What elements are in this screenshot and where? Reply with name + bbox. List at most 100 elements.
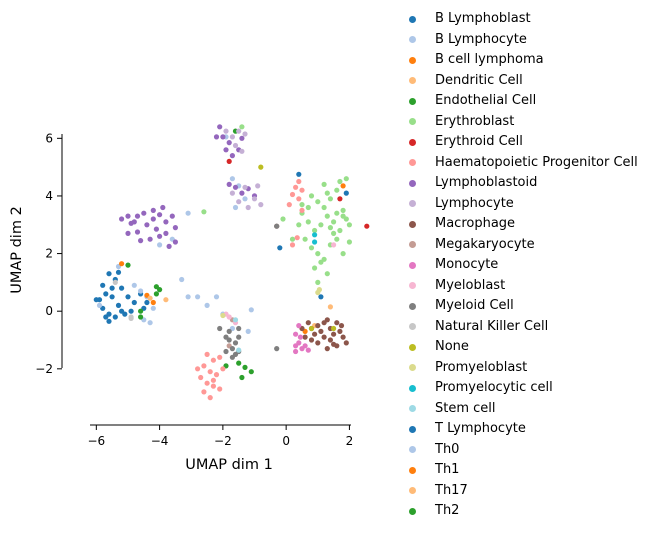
- legend-label: Natural Killer Cell: [435, 318, 549, 334]
- point-series-8-21: [150, 216, 156, 222]
- x-tick-label: 0: [282, 434, 290, 448]
- point-series-1-13: [213, 294, 220, 300]
- point-series-7-17: [293, 184, 299, 190]
- point-series-5-32: [289, 236, 296, 242]
- legend-marker-icon: [409, 179, 416, 187]
- legend-marker-icon: [409, 282, 416, 290]
- point-series-7-8: [201, 389, 207, 395]
- legend-item: Myeloblast: [398, 276, 638, 297]
- point-series-6-0: [364, 223, 370, 229]
- legend-item: Macrophage: [398, 214, 638, 235]
- point-series-5-10: [324, 213, 330, 219]
- point-series-12-0: [296, 323, 302, 329]
- y-axis-label: UMAP dim 2: [9, 206, 25, 294]
- point-series-9-4: [232, 142, 239, 149]
- point-series-12-8: [293, 343, 299, 349]
- legend-label: Erythroblast: [435, 113, 515, 129]
- point-series-10-20: [312, 331, 318, 337]
- legend-label: Promyelocytic cell: [435, 380, 553, 396]
- point-series-5-37: [340, 213, 346, 219]
- point-series-19-0: [232, 317, 239, 323]
- point-series-6-2: [337, 196, 343, 202]
- point-series-5-8: [337, 227, 343, 234]
- point-series-0-20: [128, 308, 134, 314]
- point-series-1-1: [138, 288, 144, 294]
- point-series-21-1: [185, 294, 191, 300]
- point-series-5-22: [340, 251, 346, 257]
- legend-label: B Lymphocyte: [435, 31, 527, 47]
- legend-item: Th0: [398, 440, 638, 461]
- legend-label: Erythroid Cell: [435, 134, 523, 150]
- point-series-5-13: [305, 219, 311, 225]
- point-series-10-17: [334, 320, 340, 326]
- point-series-10-14: [308, 337, 315, 343]
- point-series-7-18: [296, 196, 302, 202]
- legend-item: Myeloid Cell: [398, 296, 638, 317]
- point-series-8-0: [119, 216, 125, 222]
- legend-marker-icon: [409, 15, 416, 23]
- point-series-8-25: [226, 140, 232, 146]
- point-series-8-32: [226, 181, 232, 187]
- point-series-12-6: [299, 346, 305, 352]
- point-series-13-1: [226, 314, 232, 320]
- point-series-7-7: [210, 383, 216, 389]
- legend-item: Th1: [398, 460, 638, 481]
- point-series-8-18: [138, 238, 144, 244]
- point-series-7-6: [204, 380, 210, 386]
- point-series-10-13: [315, 340, 321, 346]
- point-series-1-17: [248, 307, 254, 313]
- legend-marker-icon: [409, 220, 416, 228]
- point-series-8-10: [163, 230, 169, 236]
- point-series-8-14: [172, 239, 178, 245]
- point-series-0-4: [103, 291, 109, 297]
- point-series-16-0: [258, 164, 264, 170]
- point-series-1-12: [204, 302, 210, 308]
- point-series-5-7: [346, 222, 352, 228]
- point-series-5-39: [327, 225, 333, 231]
- point-series-9-12: [229, 190, 235, 196]
- point-series-5-24: [315, 279, 321, 285]
- point-series-7-12: [195, 366, 201, 372]
- point-series-2-0: [119, 261, 125, 267]
- point-series-5-21: [334, 236, 340, 242]
- point-series-9-1: [229, 134, 235, 140]
- point-series-9-5: [239, 148, 245, 154]
- point-series-1-10: [185, 210, 191, 216]
- legend-label: Th1: [435, 462, 460, 478]
- legend-label: Lymphoblastoid: [435, 175, 538, 191]
- point-series-17-2: [316, 287, 322, 293]
- point-series-0-21: [109, 285, 115, 291]
- legend-item: B cell lymphoma: [398, 50, 638, 71]
- legend-label: Dendritic Cell: [435, 72, 523, 88]
- point-series-5-35: [239, 124, 245, 130]
- point-series-8-6: [157, 212, 163, 218]
- legend-label: Monocyte: [435, 257, 499, 273]
- point-series-14-12: [274, 346, 280, 352]
- point-series-5-3: [327, 196, 333, 202]
- point-series-4-1: [138, 308, 144, 314]
- point-series-7-2: [201, 363, 207, 369]
- legend-marker-icon: [409, 343, 416, 351]
- point-series-0-7: [119, 285, 125, 291]
- point-series-8-30: [239, 190, 245, 196]
- point-series-8-3: [134, 213, 141, 219]
- legend-marker-icon: [409, 159, 416, 167]
- point-series-8-28: [229, 153, 235, 159]
- point-series-12-1: [293, 331, 299, 337]
- legend-label: Myeloid Cell: [435, 298, 514, 314]
- legend-marker-icon: [409, 384, 416, 392]
- point-series-10-6: [331, 331, 337, 337]
- legend-marker-icon: [409, 261, 416, 269]
- point-series-10-7: [337, 328, 343, 334]
- point-series-5-1: [315, 199, 321, 205]
- legend-marker-icon: [409, 446, 416, 454]
- point-series-16-2: [331, 325, 337, 332]
- point-series-0-18: [144, 299, 150, 306]
- point-series-12-3: [293, 348, 299, 355]
- point-series-1-19: [229, 176, 235, 182]
- legend-label: Endothelial Cell: [435, 93, 537, 109]
- legend-label: Haematopoietic Progenitor Cell: [435, 154, 638, 170]
- point-series-1-11: [195, 294, 201, 300]
- point-series-5-34: [201, 209, 207, 215]
- point-series-14-2: [226, 337, 232, 343]
